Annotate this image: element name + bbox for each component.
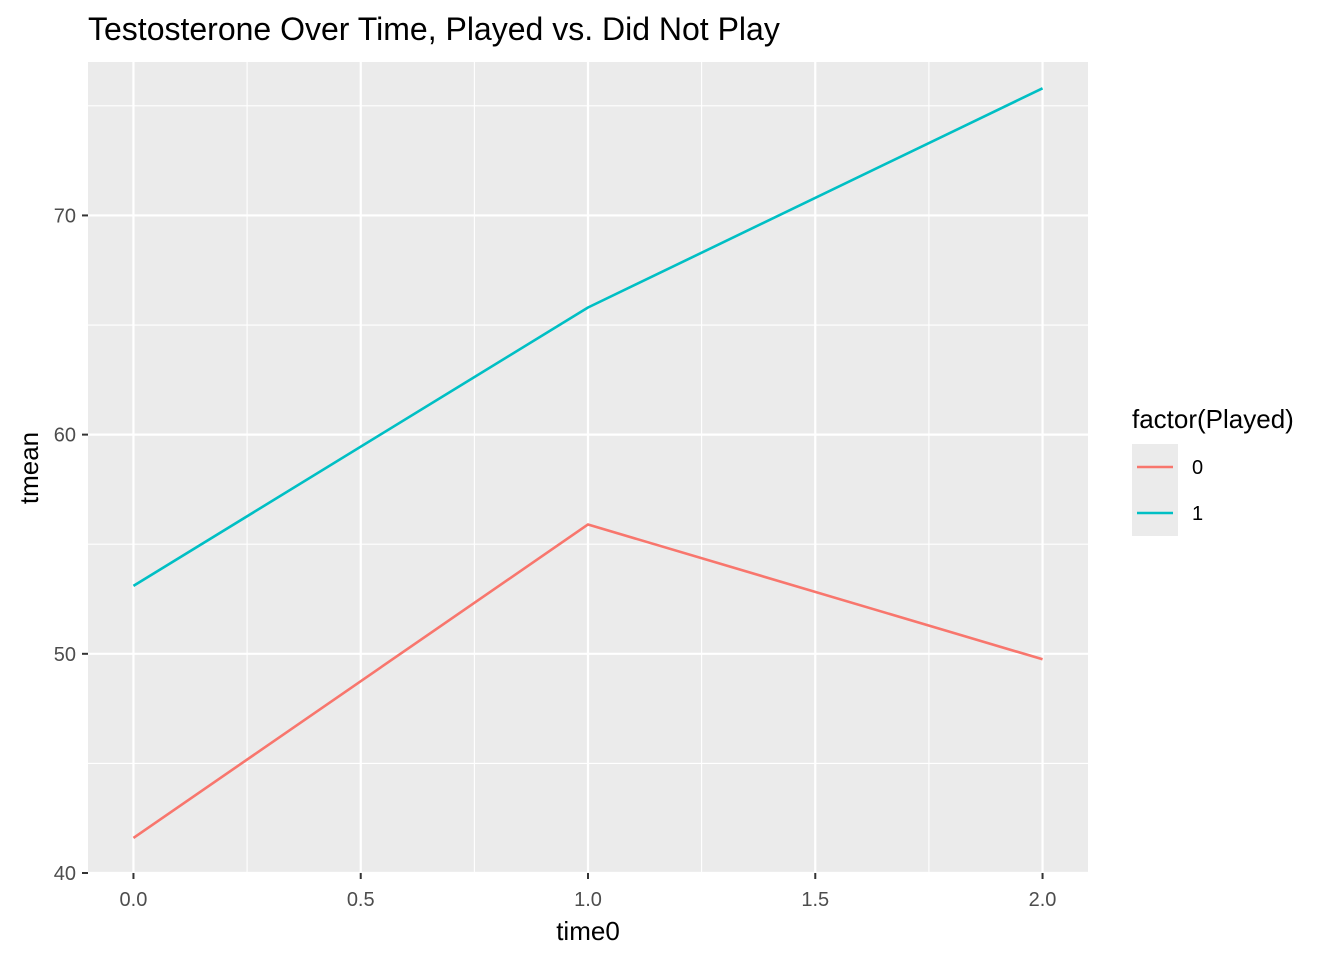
y-tick-label: 70 — [54, 205, 76, 227]
series-lines — [132, 87, 1044, 840]
y-axis: 40 50 60 70 — [54, 205, 88, 885]
x-tick-label: 1.0 — [574, 889, 602, 911]
series-line-0 — [132, 523, 1043, 840]
legend-label-1: 1 — [1192, 503, 1203, 525]
x-tick-label: 0.0 — [120, 889, 148, 911]
legend-label-0: 0 — [1192, 457, 1203, 479]
x-tick-label: 1.5 — [801, 889, 829, 911]
x-axis-title: time0 — [556, 916, 620, 946]
legend-keys: 01 — [1132, 444, 1203, 536]
x-tick-label: 2.0 — [1029, 889, 1057, 911]
legend-title: factor(Played) — [1132, 404, 1294, 434]
y-tick-label: 50 — [54, 644, 76, 666]
x-tick-label: 0.5 — [347, 889, 375, 911]
legend: factor(Played) 01 — [1132, 404, 1294, 536]
x-axis: 0.0 0.5 1.0 1.5 2.0 — [120, 873, 1057, 911]
chart-title: Testosterone Over Time, Played vs. Did N… — [88, 11, 780, 47]
series-line-1 — [132, 87, 1044, 587]
y-axis-title: tmean — [14, 432, 44, 504]
y-tick-label: 60 — [54, 425, 76, 447]
y-tick-label: 40 — [54, 863, 76, 885]
